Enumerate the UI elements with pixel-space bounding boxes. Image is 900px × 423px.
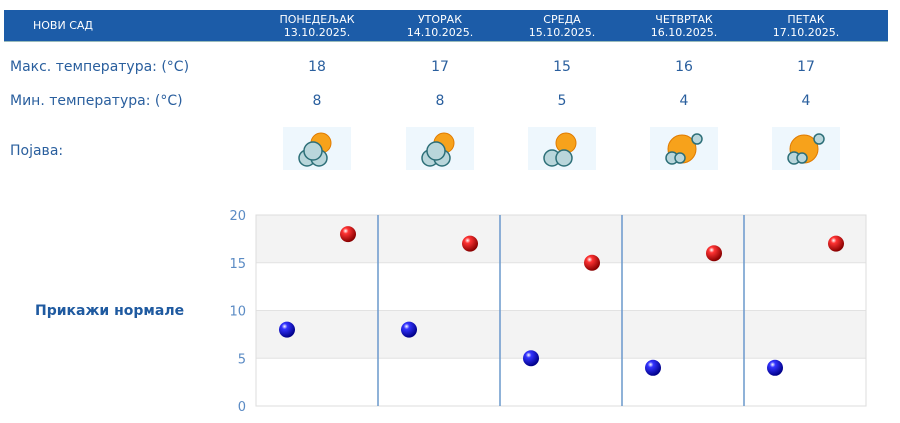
day-header: ЧЕТВРТАК 16.10.2025. <box>651 10 717 41</box>
min-temp-value: 4 <box>801 93 811 109</box>
min-temp-point <box>767 359 783 376</box>
max-temp-point <box>462 235 478 252</box>
min-temp-value: 4 <box>679 93 689 109</box>
day-date: 14.10.2025. <box>406 25 474 39</box>
min-temp-label: Мин. температура: (°C) <box>10 93 183 109</box>
min-temp-point <box>279 321 295 338</box>
grid-band <box>256 310 866 359</box>
day-header: ПОНЕДЕЉАК 13.10.2025. <box>279 10 354 41</box>
mostly-sunny-icon <box>650 127 718 170</box>
max-temp-value: 17 <box>797 59 815 75</box>
day-name: ЧЕТВРТАК <box>655 12 713 26</box>
grid-band <box>256 215 866 263</box>
y-tick-label: 10 <box>229 305 246 320</box>
y-tick-label: 20 <box>229 209 246 224</box>
min-temp-point <box>645 359 661 376</box>
day-name: ПОНЕДЕЉАК <box>279 12 355 26</box>
day-name: УТОРАК <box>417 12 463 26</box>
day-header: ПЕТАК 17.10.2025. <box>773 10 839 41</box>
min-temp-point <box>401 321 417 338</box>
y-tick-label: 5 <box>238 352 246 367</box>
cloudy-sun-icon <box>406 127 474 170</box>
day-name: СРЕДА <box>543 12 581 26</box>
plot-border <box>255 214 867 407</box>
day-date: 16.10.2025. <box>650 25 718 39</box>
max-temp-value: 16 <box>675 59 693 75</box>
max-temp-value: 18 <box>308 59 326 75</box>
min-temp-value: 8 <box>435 93 445 109</box>
city-name: НОВИ САД <box>32 19 94 32</box>
max-temp-label: Макс. температура: (°C) <box>10 59 190 75</box>
day-header: УТОРАК 14.10.2025. <box>407 10 473 41</box>
day-header: СРЕДА 15.10.2025. <box>529 10 595 41</box>
day-date: 13.10.2025. <box>283 25 351 39</box>
y-tick-label: 0 <box>238 400 246 415</box>
min-temp-point <box>523 350 539 367</box>
min-temp-value: 5 <box>557 93 567 109</box>
max-temp-point <box>340 226 356 243</box>
max-temp-value: 15 <box>553 59 571 75</box>
phenomenon-label: Појава: <box>10 143 64 159</box>
forecast-header: НОВИ САД ПОНЕДЕЉАК 13.10.2025. УТОРАК 14.10… <box>4 10 888 42</box>
cloudy-sun-icon <box>283 127 351 170</box>
day-date: 17.10.2025. <box>772 25 840 39</box>
max-temp-point <box>706 245 722 262</box>
max-temp-point <box>828 235 844 252</box>
partly-cloudy-icon <box>528 127 596 170</box>
min-temp-value: 8 <box>312 93 322 109</box>
max-temp-value: 17 <box>431 59 449 75</box>
day-name: ПЕТАК <box>787 12 825 26</box>
day-date: 15.10.2025. <box>528 25 596 39</box>
max-temp-point <box>584 254 600 271</box>
y-tick-label: 15 <box>229 257 246 272</box>
show-normals-link[interactable]: Прикажи нормале <box>35 303 185 319</box>
mostly-sunny-icon <box>772 127 840 170</box>
